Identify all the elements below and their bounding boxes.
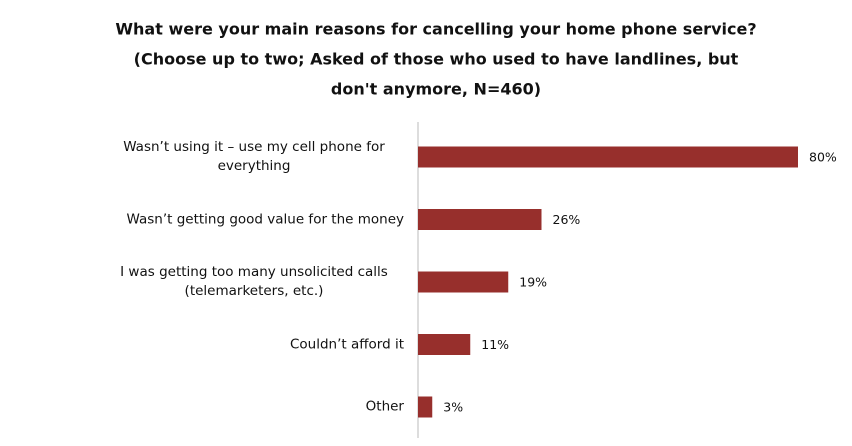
value-label: 26% [553,212,581,227]
chart-title: What were your main reasons for cancelli… [115,20,756,39]
category-label: Couldn’t afford it [289,336,404,352]
bar [418,146,798,168]
bar [418,209,542,230]
value-label: 80% [809,150,837,165]
category-label: Wasn’t using it – use my cell phone for … [123,139,385,174]
chart-title: (Choose up to two; Asked of those who us… [134,50,739,69]
value-label: 19% [519,275,547,290]
value-label: 11% [481,337,509,352]
bar [418,396,433,418]
category-label: Other [365,398,404,415]
category-label: Wasn’t getting good value for the money [126,211,404,227]
bar [418,334,471,355]
value-label: 3% [443,400,463,415]
category-label: I was getting too many unsolicited calls… [120,264,388,299]
bar [418,271,509,293]
chart-title: don't anymore, N=460) [331,80,541,99]
